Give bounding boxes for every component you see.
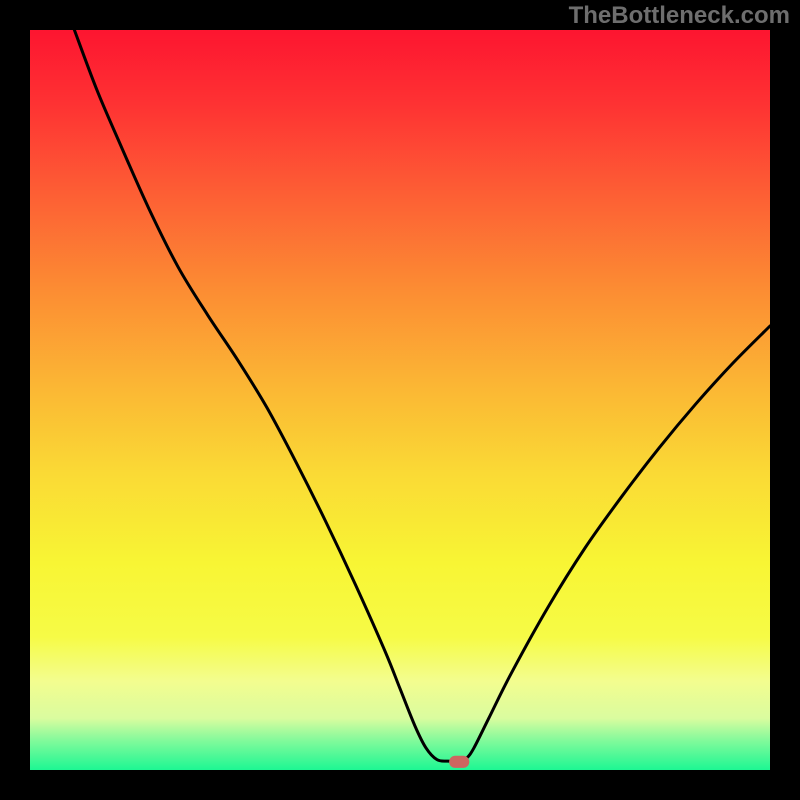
bottleneck-chart — [0, 0, 800, 800]
plot-gradient-background — [30, 30, 770, 770]
optimal-marker — [450, 756, 469, 767]
watermark-text: TheBottleneck.com — [569, 2, 790, 30]
